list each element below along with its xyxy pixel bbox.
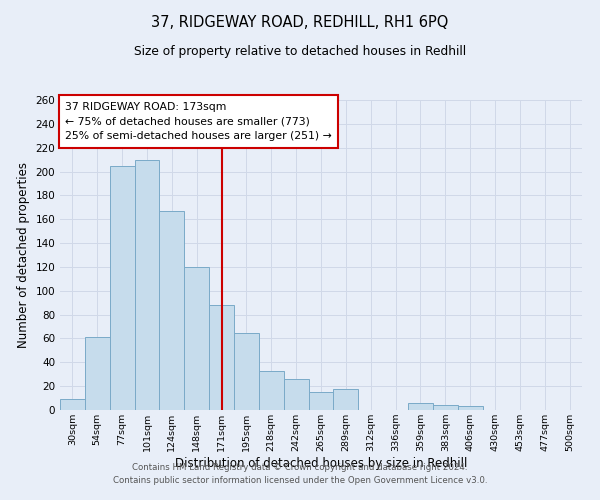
Bar: [458, 406, 482, 410]
Bar: [408, 403, 433, 410]
Bar: [160, 211, 184, 410]
Y-axis label: Number of detached properties: Number of detached properties: [17, 162, 30, 348]
Bar: [259, 370, 284, 410]
Bar: [209, 305, 234, 410]
Text: Contains HM Land Registry data © Crown copyright and database right 2024.
Contai: Contains HM Land Registry data © Crown c…: [113, 464, 487, 485]
Bar: [234, 332, 259, 410]
Bar: [184, 267, 209, 410]
Bar: [433, 405, 458, 410]
Bar: [85, 338, 110, 410]
Text: Size of property relative to detached houses in Redhill: Size of property relative to detached ho…: [134, 45, 466, 58]
Text: 37, RIDGEWAY ROAD, REDHILL, RH1 6PQ: 37, RIDGEWAY ROAD, REDHILL, RH1 6PQ: [151, 15, 449, 30]
Bar: [110, 166, 134, 410]
Bar: [308, 392, 334, 410]
X-axis label: Distribution of detached houses by size in Redhill: Distribution of detached houses by size …: [175, 457, 467, 470]
Text: 37 RIDGEWAY ROAD: 173sqm
← 75% of detached houses are smaller (773)
25% of semi-: 37 RIDGEWAY ROAD: 173sqm ← 75% of detach…: [65, 102, 332, 141]
Bar: [60, 400, 85, 410]
Bar: [334, 388, 358, 410]
Bar: [134, 160, 160, 410]
Bar: [284, 379, 308, 410]
